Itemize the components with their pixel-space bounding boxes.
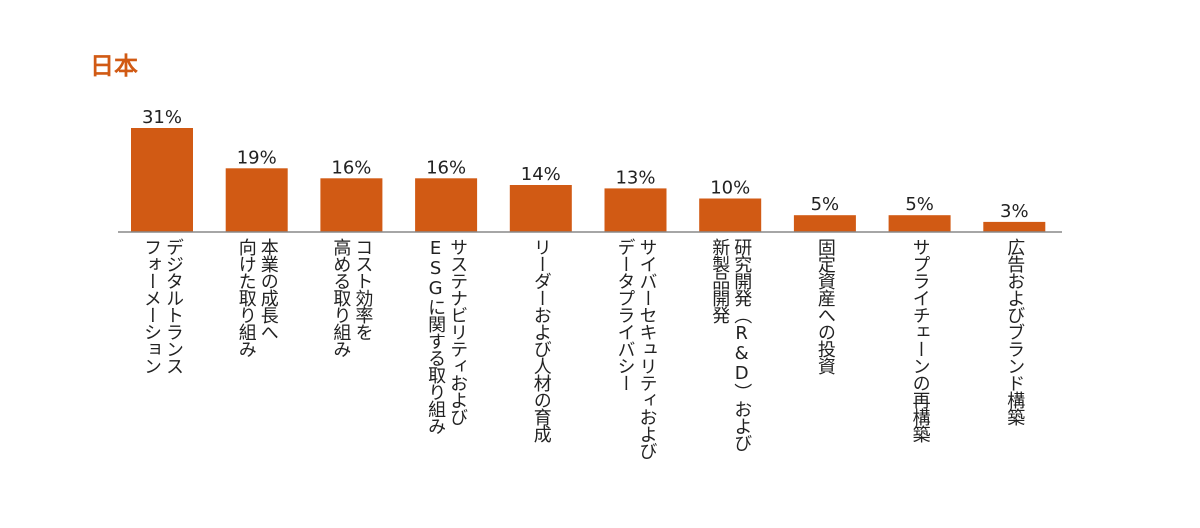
bar-4 xyxy=(415,178,478,232)
bar-1 xyxy=(131,128,193,232)
bar-2 xyxy=(225,168,288,232)
value-label-5: 14% xyxy=(521,164,561,185)
value-label-1: 31% xyxy=(142,107,182,128)
value-label-8: 5% xyxy=(811,194,840,215)
bar-9 xyxy=(888,215,951,232)
category-label-3: コスト効率を 高める取り組み xyxy=(330,238,374,357)
category-label-4: サステナビリティおよび ESGに関する取り組み xyxy=(425,238,469,434)
bars-group xyxy=(131,128,1046,232)
value-label-4: 16% xyxy=(426,157,466,178)
category-label-7: 研究開発（R&D）および 新製品開発 xyxy=(709,238,753,451)
value-labels-group: 31% 19% 16% 16% 14% 13% 10% 5% 5% 3% xyxy=(142,107,1029,222)
bar-6 xyxy=(604,188,667,232)
value-label-7: 10% xyxy=(710,178,750,199)
category-label-8: 固定資産への投資 xyxy=(814,238,836,374)
value-label-2: 19% xyxy=(237,147,277,168)
chart-title: 日本 xyxy=(90,52,138,80)
bar-5 xyxy=(509,185,572,232)
bar-10 xyxy=(983,221,1046,232)
category-label-2: 本業の成長へ 向けた取り組み xyxy=(235,238,279,357)
value-label-6: 13% xyxy=(615,167,655,188)
value-label-10: 3% xyxy=(1000,201,1029,222)
category-label-1: デジタルトランス フォーメーション xyxy=(141,238,184,374)
category-label-9: サプライチェーンの再構築 xyxy=(909,238,931,442)
category-label-5: リーダーおよび人材の育成 xyxy=(530,238,552,442)
value-label-3: 16% xyxy=(331,157,371,178)
bar-8 xyxy=(793,215,856,232)
value-label-9: 5% xyxy=(905,194,934,215)
category-label-6: サイバーセキュリティおよび データプライバシー xyxy=(614,238,658,459)
bar-7 xyxy=(699,198,762,232)
bar-3 xyxy=(320,178,383,232)
category-label-10: 広告およびブランド構築 xyxy=(1004,238,1026,425)
